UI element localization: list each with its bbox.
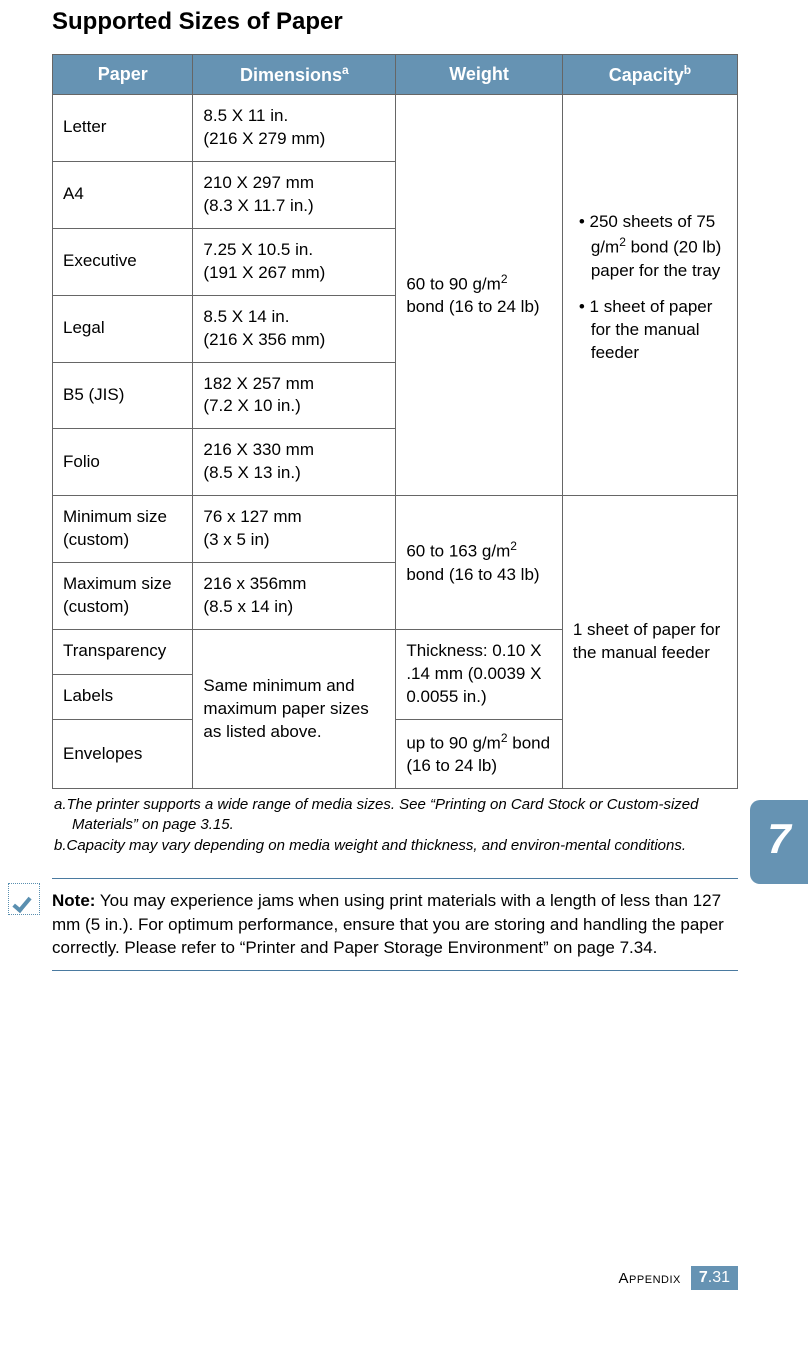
cell-weight-g2: 60 to 163 g/m2bond (16 to 43 lb): [396, 496, 563, 630]
table-row: Letter 8.5 X 11 in.(216 X 279 mm) 60 to …: [53, 95, 738, 162]
cell-dim: 216 X 330 mm(8.5 X 13 in.): [193, 429, 396, 496]
chapter-tab: 7: [750, 800, 808, 884]
cell-capacity-g1: • 250 sheets of 75 g/m2 bond (20 lb) pap…: [562, 95, 737, 496]
cell-paper: Labels: [53, 674, 193, 719]
paper-sizes-table: Paper Dimensionsa Weight Capacityb Lette…: [52, 54, 738, 789]
col-paper: Paper: [53, 55, 193, 95]
footnote-a: a.The printer supports a wide range of m…: [54, 795, 738, 834]
table-row: Minimum size (custom) 76 x 127 mm(3 x 5 …: [53, 496, 738, 563]
col-weight: Weight: [396, 55, 563, 95]
cell-dim: 7.25 X 10.5 in.(191 X 267 mm): [193, 228, 396, 295]
cell-weight-g3a: Thickness: 0.10 X .14 mm (0.0039 X 0.005…: [396, 630, 563, 720]
cell-dim: 216 x 356mm(8.5 x 14 in): [193, 563, 396, 630]
cell-weight-g1: 60 to 90 g/m2bond (16 to 24 lb): [396, 95, 563, 496]
cell-dim: 210 X 297 mm(8.3 X 11.7 in.): [193, 161, 396, 228]
col-dimensions: Dimensionsa: [193, 55, 396, 95]
note-block: Note: You may experience jams when using…: [52, 878, 738, 971]
cell-paper: Letter: [53, 95, 193, 162]
footer-section: Appendix: [619, 1270, 681, 1287]
cell-paper: Minimum size (custom): [53, 496, 193, 563]
cell-paper: Maximum size (custom): [53, 563, 193, 630]
cell-paper: A4: [53, 161, 193, 228]
cell-dim: 8.5 X 11 in.(216 X 279 mm): [193, 95, 396, 162]
page-title: Supported Sizes of Paper: [52, 8, 738, 36]
page-number: 7.31: [691, 1266, 738, 1290]
cell-paper: Executive: [53, 228, 193, 295]
footnotes: a.The printer supports a wide range of m…: [52, 795, 738, 856]
cell-weight-g3b: up to 90 g/m2 bond (16 to 24 lb): [396, 719, 563, 789]
cell-paper: B5 (JIS): [53, 362, 193, 429]
cell-paper: Transparency: [53, 630, 193, 675]
cell-capacity-g23: 1 sheet of paper for the manual feeder: [562, 496, 737, 789]
cell-dim: 8.5 X 14 in.(216 X 356 mm): [193, 295, 396, 362]
col-capacity: Capacityb: [562, 55, 737, 95]
footnote-b: b.Capacity may vary depending on media w…: [54, 836, 738, 856]
cell-dim: 182 X 257 mm(7.2 X 10 in.): [193, 362, 396, 429]
cell-dim: 76 x 127 mm(3 x 5 in): [193, 496, 396, 563]
cell-paper: Folio: [53, 429, 193, 496]
cell-paper: Envelopes: [53, 719, 193, 789]
note-text: You may experience jams when using print…: [52, 891, 724, 958]
page-footer: Appendix 7.31: [619, 1266, 738, 1290]
checkmark-icon: [8, 883, 40, 915]
note-label: Note:: [52, 891, 95, 910]
cell-paper: Legal: [53, 295, 193, 362]
cell-dim-g3: Same minimum and maximum paper sizes as …: [193, 630, 396, 789]
